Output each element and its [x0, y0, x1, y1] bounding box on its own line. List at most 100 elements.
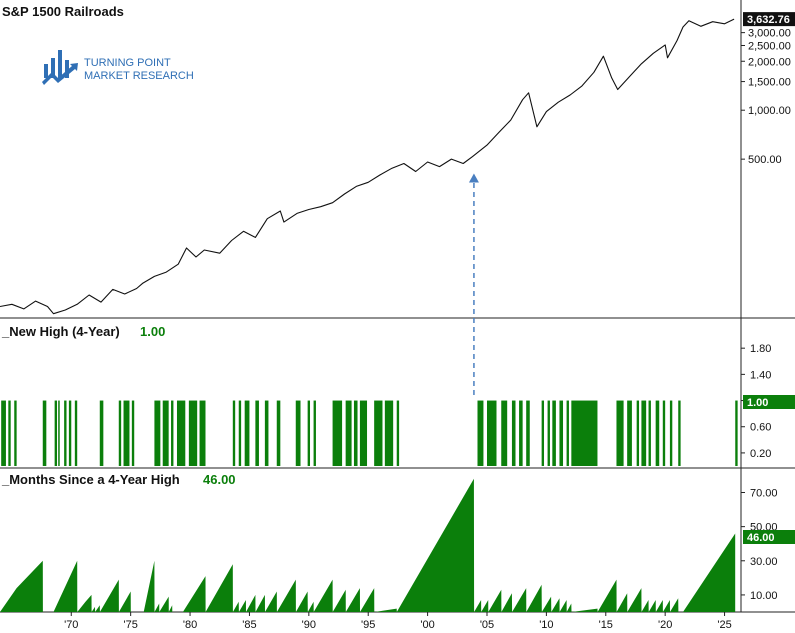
new-high-bar-55: [678, 400, 681, 466]
new-high-bar-53: [662, 400, 666, 466]
new-high-last-value-text: 1.00: [747, 397, 768, 409]
new-high-bar-32: [374, 400, 383, 466]
new-high-bar-41: [541, 400, 545, 466]
new-high-bar-38: [511, 400, 516, 466]
logo-bar-1-icon: [44, 64, 48, 78]
price-y-tick-label-2: 1,500.00: [748, 77, 791, 89]
price-y-tick-label-5: 3,000.00: [748, 28, 791, 40]
new-high-bar-47: [616, 400, 624, 466]
new-high-bar-5: [58, 400, 60, 466]
new-high-y-tick-label-0: 0.20: [750, 448, 771, 460]
x-axis-ticks: '70 '75 '80 '85 '90 '95 '00 '05 '10 '15 '20 '25: [64, 612, 732, 631]
x-tick-label-1: '75: [123, 619, 137, 631]
new-high-bar-27: [313, 400, 316, 466]
new-high-bar-29: [345, 400, 352, 466]
new-high-bar-51: [648, 400, 651, 466]
new-high-bar-1: [8, 400, 11, 466]
months-since-current-value: 46.00: [203, 472, 236, 487]
new-high-bar-23: [264, 400, 269, 466]
new-high-current-value: 1.00: [140, 324, 165, 339]
months-since-last-value-label: 46.00: [743, 530, 795, 544]
new-high-bar-35: [477, 400, 484, 466]
new-high-bar-40: [526, 400, 530, 466]
new-high-y-tick-label-4: 1.80: [750, 343, 771, 355]
new-high-bar-11: [123, 400, 130, 466]
highlight-arrow: [468, 173, 479, 395]
price-y-tick-label-0: 500.00: [748, 154, 782, 166]
new-high-bar-22: [255, 400, 259, 466]
months-since-y-tick-label-1: 30.00: [750, 556, 778, 568]
new-high-bar-2: [14, 400, 17, 466]
new-high-bar-14: [162, 400, 169, 466]
price-y-tick-label-4: 2,500.00: [748, 41, 791, 53]
x-tick-label-8: '10: [539, 619, 553, 631]
new-high-bar-4: [54, 400, 58, 466]
months-since-last-value-text: 46.00: [747, 532, 775, 544]
price-last-value-box: [743, 12, 795, 27]
x-tick-label-3: '85: [242, 619, 256, 631]
x-tick-label-2: '80: [183, 619, 197, 631]
x-tick-label-7: '05: [480, 619, 494, 631]
new-high-bar-3: [42, 400, 47, 466]
new-high-bars: [1, 400, 738, 466]
months-since-pane-title: _Months Since a 4-Year High: [1, 472, 180, 487]
new-high-bar-6: [64, 400, 67, 466]
new-high-bar-7: [68, 400, 72, 466]
logo-bar-2-icon: [51, 58, 55, 78]
new-high-bar-50: [641, 400, 647, 466]
new-high-bar-49: [636, 400, 640, 466]
price-chart-title: S&P 1500 Railroads: [2, 4, 124, 19]
new-high-bar-46: [571, 400, 598, 466]
new-high-bar-52: [655, 400, 660, 466]
x-tick-label-4: '90: [302, 619, 316, 631]
new-high-bar-30: [353, 400, 358, 466]
price-y-tick-label-3: 2,000.00: [748, 56, 791, 68]
new-high-bar-12: [131, 400, 135, 466]
new-high-bar-42: [547, 400, 550, 466]
new-high-bar-13: [154, 400, 161, 466]
new-high-bar-0: [1, 400, 6, 466]
new-high-bar-31: [359, 400, 368, 466]
new-high-bar-19: [232, 400, 236, 466]
new-high-bar-10: [118, 400, 122, 466]
months-since-area: [0, 478, 736, 612]
logo-line2: MARKET RESEARCH: [84, 70, 194, 82]
x-tick-label-9: '15: [599, 619, 613, 631]
months-since-last-value-box: [743, 530, 795, 544]
price-y-ticks: 500.00 1,000.00 1,500.00 2,000.00 2,500.003,…: [741, 28, 791, 166]
x-tick-label-11: '25: [717, 619, 731, 631]
new-high-bar-8: [74, 400, 78, 466]
logo-bar-4-icon: [65, 60, 69, 78]
new-high-bar-18: [199, 400, 206, 466]
new-high-bar-17: [188, 400, 198, 466]
new-high-y-tick-label-3: 1.40: [750, 369, 771, 381]
new-high-bar-34: [396, 400, 400, 466]
new-high-bar-39: [519, 400, 523, 466]
new-high-y-tick-label-1: 0.60: [750, 422, 771, 434]
x-tick-label-0: '70: [64, 619, 78, 631]
turning-point-logo: TURNING POINT MARKET RESEARCH: [42, 50, 194, 85]
price-series-line: [0, 18, 735, 315]
x-tick-label-10: '20: [658, 619, 672, 631]
logo-line1: TURNING POINT: [84, 57, 171, 69]
price-last-value-text: 3,632.76: [747, 14, 790, 26]
new-high-bar-15: [171, 400, 174, 466]
months-since-y-tick-label-3: 70.00: [750, 487, 778, 499]
new-high-bar-20: [238, 400, 242, 466]
new-high-bar-26: [307, 400, 311, 466]
new-high-bar-25: [295, 400, 301, 466]
price-y-tick-label-1: 1,000.00: [748, 105, 791, 117]
new-high-bar-43: [552, 400, 556, 466]
months-since-y-tick-label-0: 10.00: [750, 590, 778, 602]
new-high-bar-33: [384, 400, 394, 466]
new-high-bar-28: [332, 400, 343, 466]
new-high-pane-title: _New High (4-Year): [1, 324, 120, 339]
new-high-bar-37: [501, 400, 508, 466]
x-tick-label-5: '95: [361, 619, 375, 631]
new-high-last-value-box: [743, 395, 795, 409]
new-high-bar-21: [244, 400, 250, 466]
arrow-head-icon: [468, 173, 479, 183]
new-high-bar-16: [176, 400, 186, 466]
